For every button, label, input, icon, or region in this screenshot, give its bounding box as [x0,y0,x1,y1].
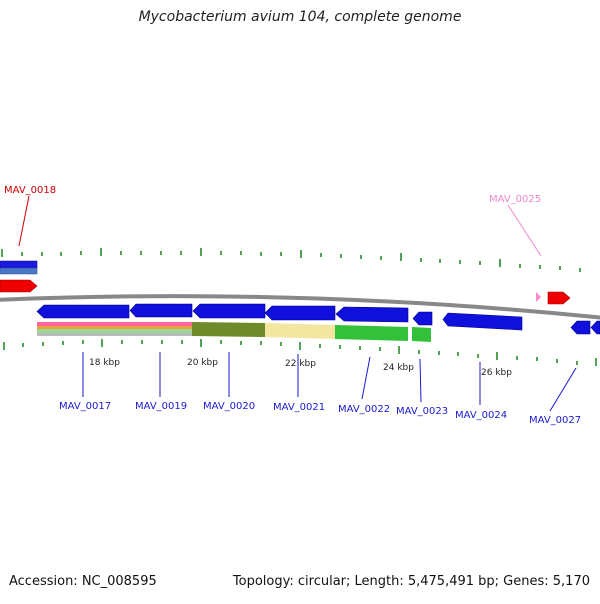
gene-label-mav0027[interactable]: MAV_0027 [529,415,581,426]
accession-text: Accession: NC_008595 [9,574,157,589]
genome-summary-text: Topology: circular; Length: 5,475,491 bp… [232,574,590,589]
gene-feature-mav0017[interactable] [36,304,130,319]
gene-label-mav0017[interactable]: MAV_0017 [59,401,111,412]
gene-feature-mav0018[interactable] [0,279,38,293]
gene-feature-left-steel[interactable] [0,267,38,275]
band-green-b [412,327,431,342]
gene-feature-mav0022[interactable] [335,306,409,323]
leader-mav0018 [18,195,30,247]
band-orange [37,326,192,329]
leader-mav0027 [549,367,577,412]
gene-label-mav0020[interactable]: MAV_0020 [203,401,255,412]
ruler-label-18kbp: 18 kbp [89,358,120,368]
band-lightgreen [37,329,192,333]
gene-feature-mav0024[interactable] [442,312,523,331]
band-cream [265,323,335,339]
gene-feature-mav0027-a[interactable] [570,320,591,335]
leader-mav0025 [507,204,542,257]
gene-feature-right-red[interactable] [547,291,571,305]
band-white-sliver [408,327,412,341]
gene-label-mav0019[interactable]: MAV_0019 [135,401,187,412]
map-title: Mycobacterium avium 104, complete genome [138,9,462,25]
gene-feature-mav0021[interactable] [264,305,336,321]
label-leader-lines [18,195,577,412]
ruler-label-20kbp: 20 kbp [187,358,218,368]
band-olive [192,322,265,337]
gene-feature-mav0027-b[interactable] [590,320,600,335]
gene-feature-mav0020[interactable] [192,303,266,319]
gene-feature-mav0023[interactable] [412,311,433,326]
gene-label-mav0024[interactable]: MAV_0024 [455,410,507,421]
gene-feature-mav0025[interactable] [536,292,541,302]
gene-label-mav0023[interactable]: MAV_0023 [396,406,448,417]
leader-mav0022 [361,356,371,400]
gene-labels: MAV_0018 MAV_0025 MAV_0017 MAV_0019 MAV_… [4,185,581,426]
band-green-a [335,325,408,341]
upper-tick-row [1,248,581,272]
ruler-label-22kbp: 22 kbp [285,359,316,369]
gene-label-mav0021[interactable]: MAV_0021 [273,402,325,413]
band-pink [37,322,192,326]
gene-feature-left-blue[interactable] [0,260,38,269]
ruler-label-24kbp: 24 kbp [383,363,414,373]
gene-label-mav0018[interactable]: MAV_0018 [4,185,56,196]
genome-backbone [0,294,600,320]
gene-label-mav0025[interactable]: MAV_0025 [489,194,541,205]
band-gray [37,333,192,336]
leader-mav0023 [419,358,422,403]
gene-feature-mav0019[interactable] [129,303,193,318]
gene-label-mav0022[interactable]: MAV_0022 [338,404,390,415]
annotation-bands [37,322,431,342]
ruler-label-26kbp: 26 kbp [481,368,512,378]
lower-tick-row [3,339,597,366]
